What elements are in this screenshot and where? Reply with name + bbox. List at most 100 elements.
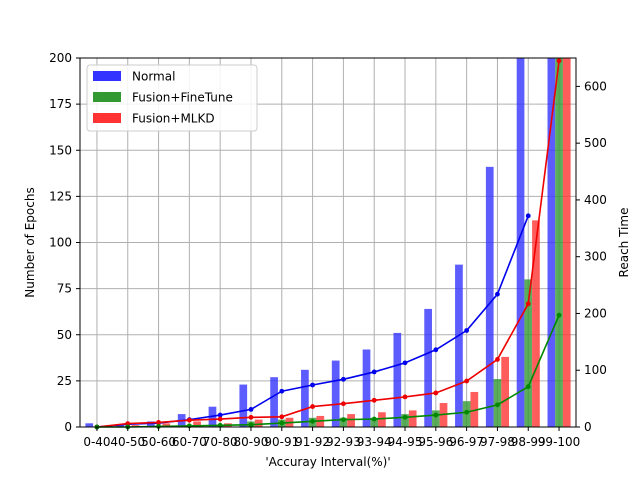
bar-fusion-finetune [555, 58, 563, 427]
x-axis: 0-40 40-5050-6060-7070-8080-9090-9191-929… [83, 427, 580, 449]
y-tick-label: 25 [57, 374, 72, 388]
reach-time-point [156, 420, 161, 425]
bar-fusion-mlkd [562, 58, 571, 427]
reach-time-point [525, 384, 531, 390]
reach-time-point [186, 417, 192, 423]
reach-time-point [495, 402, 500, 408]
bar-fusion-mlkd [408, 410, 417, 427]
lines-layer [94, 58, 562, 430]
reach-time-point [371, 397, 377, 403]
bar-normal [455, 264, 463, 427]
x-tick-label: 93-94 [357, 435, 392, 449]
x-tick-label: 98-99 [511, 435, 546, 449]
y-right-tick-label: 200 [584, 306, 607, 320]
reach-time-point [279, 414, 285, 420]
reach-time-point [310, 418, 315, 424]
bar-normal [331, 360, 340, 427]
bar-fusion-mlkd [501, 356, 509, 427]
reach-time-line-3 [96, 314, 560, 428]
legend-label-normal: Normal [132, 70, 175, 84]
reach-time-point [341, 417, 346, 423]
x-axis-label: 'Accuray Interval(%)' [265, 455, 390, 469]
y-right-tick-label: 100 [584, 363, 607, 377]
legend-label-fusion-mlkd: Fusion+MLKD [132, 112, 215, 126]
x-tick-label: 40-50 [110, 435, 145, 449]
x-tick-label: 96-97 [449, 435, 484, 449]
reach-time-point [371, 416, 377, 422]
x-tick-label: 50-60 [141, 435, 176, 449]
bar-normal [516, 58, 525, 427]
x-tick-label: 97-98 [480, 435, 515, 449]
x-tick-label: 94-95 [388, 435, 423, 449]
bar-normal [85, 423, 94, 427]
reach-time-point [217, 412, 223, 418]
bar-normal [301, 369, 309, 427]
legend-swatch-fusion-mlkd [93, 113, 121, 123]
reach-time-point [525, 213, 531, 219]
y-tick-label: 0 [64, 420, 72, 434]
bar-normal [116, 425, 124, 427]
reach-time-point [156, 424, 161, 429]
reach-time-point [556, 312, 562, 318]
reach-time-point [217, 416, 223, 422]
legend-swatch-fusion-finetune [93, 92, 121, 102]
y-right-tick-label: 300 [584, 250, 607, 264]
x-tick-label: 0-40 [83, 435, 110, 449]
reach-time-point [310, 382, 315, 388]
y-tick-label: 100 [49, 236, 72, 250]
bar-normal [547, 58, 556, 427]
y-tick-label: 200 [49, 51, 72, 65]
reach-time-point [371, 369, 377, 375]
legend-swatch-normal [93, 71, 121, 81]
bar-normal [393, 332, 402, 427]
bar-fusion-mlkd [378, 412, 386, 427]
y-tick-label: 175 [49, 97, 72, 111]
bar-fusion-mlkd [254, 419, 263, 427]
legend-frame [86, 64, 258, 132]
reach-time-point [248, 407, 254, 412]
reach-time-point [248, 414, 254, 420]
reach-time-point [556, 58, 562, 64]
y-tick-label: 50 [57, 328, 72, 342]
x-tick-label: 90-91 [264, 435, 299, 449]
bar-fusion-mlkd [347, 414, 355, 427]
bar-normal [270, 377, 278, 427]
y-right-tick-label: 500 [584, 136, 607, 150]
y-tick-label: 75 [57, 282, 72, 296]
bar-normal [485, 166, 494, 428]
bar-fusion-finetune [524, 279, 533, 427]
y-axis-left: 0 25 50 75 100 125 150 175 200 [49, 51, 80, 434]
bar-fusion-finetune [339, 417, 348, 427]
reach-time-point [402, 414, 408, 420]
y-tick-label: 150 [49, 143, 72, 157]
reach-time-point [464, 378, 470, 384]
reach-time-point [464, 328, 470, 333]
bar-fusion-mlkd [193, 421, 201, 427]
reach-time-point [433, 390, 439, 396]
reach-time-point [341, 401, 346, 407]
bar-fusion-finetune [370, 417, 379, 427]
legend-label-fusion-finetune: Fusion+FineTune [132, 91, 233, 105]
reach-time-point [464, 409, 470, 415]
y-right-tick-label: 0 [584, 420, 592, 434]
reach-time-point [248, 422, 254, 428]
reach-time-point [495, 357, 500, 362]
reach-time-point [402, 360, 408, 366]
y-right-tick-label: 600 [584, 79, 607, 93]
x-tick-label: 91-92 [295, 435, 330, 449]
reach-time-point [279, 420, 285, 426]
x-tick-label: 92-93 [326, 435, 361, 449]
bar-normal [239, 384, 248, 427]
bar-normal [362, 349, 371, 427]
y-axis-label: Number of Epochs [23, 187, 37, 297]
reach-time-point [433, 412, 439, 418]
reach-time-point [525, 301, 531, 307]
bar-fusion-mlkd [532, 220, 540, 427]
x-tick-label: 70-80 [203, 435, 238, 449]
bar-fusion-finetune [401, 414, 409, 427]
reach-time-point [341, 376, 346, 382]
reach-time-point [279, 388, 285, 394]
bar-normal [424, 308, 432, 427]
reach-time-point [125, 421, 131, 426]
